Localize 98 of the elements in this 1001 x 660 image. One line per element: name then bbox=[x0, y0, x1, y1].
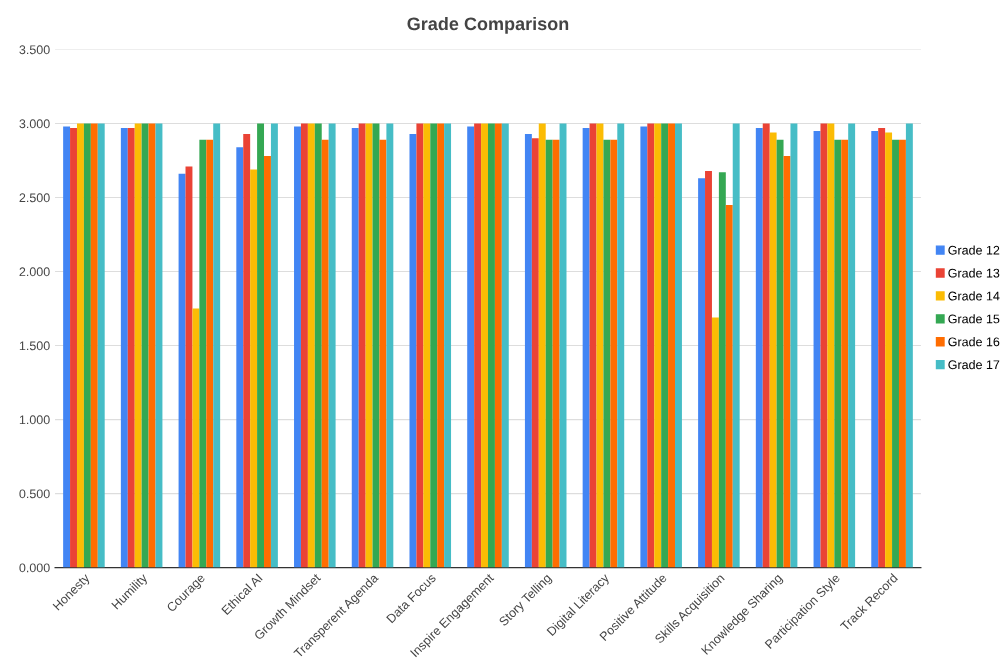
bar bbox=[358, 123, 366, 568]
bar bbox=[70, 127, 77, 568]
bar bbox=[841, 139, 849, 568]
bar bbox=[878, 127, 886, 568]
bar bbox=[790, 123, 798, 568]
bar bbox=[640, 126, 648, 568]
bar bbox=[467, 126, 475, 568]
legend-label: Grade 13 bbox=[948, 268, 1000, 278]
bar bbox=[610, 139, 618, 568]
bar bbox=[257, 123, 265, 568]
bar bbox=[481, 123, 488, 568]
bar bbox=[97, 123, 105, 568]
legend-label: Grade 15 bbox=[948, 314, 1000, 324]
bar bbox=[898, 139, 906, 568]
bar bbox=[141, 123, 149, 568]
y-tick-label: 1.500 bbox=[19, 341, 50, 351]
bar bbox=[213, 123, 221, 568]
bar bbox=[711, 317, 719, 568]
bar bbox=[820, 123, 828, 568]
bar bbox=[827, 123, 835, 568]
bar bbox=[178, 173, 186, 568]
bar bbox=[545, 139, 553, 568]
bar bbox=[206, 139, 214, 568]
bar bbox=[127, 127, 135, 568]
bar bbox=[199, 139, 207, 568]
bar bbox=[668, 123, 676, 568]
bar bbox=[732, 123, 740, 568]
bar bbox=[430, 123, 438, 568]
bar bbox=[250, 169, 258, 568]
y-tick-label: 1.000 bbox=[19, 415, 50, 425]
bar bbox=[409, 133, 417, 568]
bar bbox=[487, 123, 495, 568]
bar bbox=[437, 123, 445, 568]
bar bbox=[365, 123, 373, 568]
bar bbox=[885, 132, 893, 568]
bar bbox=[416, 123, 424, 568]
bar bbox=[351, 127, 359, 568]
bar bbox=[718, 172, 726, 568]
bar bbox=[264, 156, 271, 568]
bar bbox=[321, 139, 329, 568]
bar bbox=[386, 123, 394, 568]
bar bbox=[769, 132, 777, 568]
bar bbox=[834, 139, 842, 568]
bar bbox=[603, 139, 611, 568]
y-tick-label: 0.000 bbox=[19, 563, 50, 573]
bar bbox=[661, 123, 669, 568]
bar bbox=[582, 127, 590, 568]
bar bbox=[243, 133, 251, 568]
bar bbox=[444, 123, 452, 568]
bar bbox=[531, 138, 539, 568]
bar bbox=[328, 123, 336, 568]
y-tick-label: 3.000 bbox=[19, 119, 50, 129]
legend-label: Grade 12 bbox=[948, 245, 1000, 255]
y-tick-label: 2.000 bbox=[19, 267, 50, 277]
bar bbox=[494, 123, 502, 568]
legend-label: Grade 17 bbox=[948, 359, 1000, 370]
bar bbox=[120, 127, 128, 568]
bar bbox=[294, 126, 301, 568]
bar bbox=[698, 178, 706, 568]
bar bbox=[307, 123, 315, 568]
bar bbox=[300, 123, 308, 568]
bar bbox=[617, 123, 625, 568]
y-tick-label: 3.500 bbox=[19, 45, 50, 55]
bar bbox=[314, 123, 322, 568]
bar bbox=[379, 139, 387, 568]
bar bbox=[892, 139, 899, 568]
bar bbox=[423, 123, 431, 568]
bar bbox=[654, 123, 662, 568]
bar bbox=[524, 133, 532, 568]
bar bbox=[90, 123, 98, 568]
bar bbox=[905, 123, 913, 568]
bar bbox=[552, 139, 560, 568]
bar bbox=[83, 123, 91, 568]
bar bbox=[705, 170, 712, 568]
bar bbox=[134, 123, 142, 568]
bar bbox=[538, 123, 546, 568]
bar bbox=[474, 123, 482, 568]
bar bbox=[871, 130, 879, 568]
legend-label: Grade 16 bbox=[948, 337, 1000, 347]
bar bbox=[155, 123, 163, 568]
bar bbox=[501, 123, 509, 568]
bar bbox=[589, 123, 597, 568]
bar bbox=[755, 127, 763, 568]
bar bbox=[236, 147, 244, 568]
bar bbox=[675, 123, 682, 568]
y-tick-label: 2.500 bbox=[19, 193, 50, 203]
bar bbox=[762, 123, 770, 568]
legend-label: Grade 14 bbox=[948, 291, 1000, 301]
chart-title: Grade Comparison bbox=[407, 16, 569, 34]
y-tick-label: 0.500 bbox=[19, 489, 50, 499]
bar bbox=[192, 308, 200, 568]
bar bbox=[848, 123, 856, 568]
bar bbox=[776, 139, 784, 568]
bar bbox=[725, 204, 733, 568]
bar bbox=[647, 123, 655, 568]
bar bbox=[270, 123, 278, 568]
bar bbox=[63, 126, 71, 568]
bar bbox=[76, 123, 84, 568]
